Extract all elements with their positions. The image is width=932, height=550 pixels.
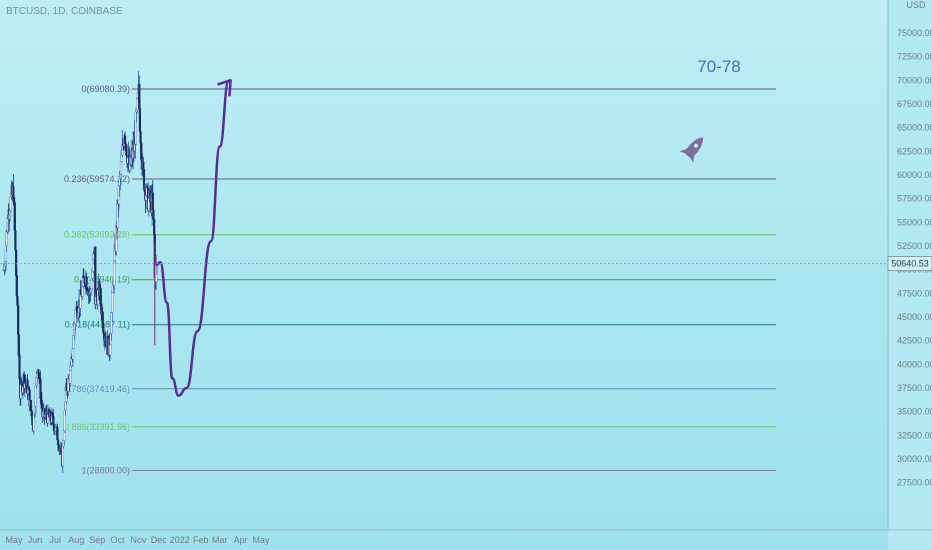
candle-body <box>34 385 37 407</box>
y-tick-label: 62500.00 <box>897 146 932 156</box>
candle-body <box>69 370 72 384</box>
y-tick-label: 57500.00 <box>897 194 932 204</box>
candle-body <box>13 202 16 231</box>
fib-level-label: 0.236(59574.22) <box>64 174 130 184</box>
y-tick-label: 52500.00 <box>897 241 932 251</box>
x-tick-label: Sep <box>89 535 105 545</box>
candle-body <box>109 344 112 356</box>
y-tick-label: 72500.00 <box>897 52 932 62</box>
symbol-title: BTCUSD, 1D, COINBASE <box>6 6 123 17</box>
candle-body <box>151 192 154 211</box>
x-tick-label: Apr <box>234 535 248 545</box>
fib-level-label: 0.618(44187.11) <box>65 320 130 330</box>
fib-level-label: 0.382(53693.28) <box>64 230 130 240</box>
fib-level-label: 0.886(33391.96) <box>64 422 130 432</box>
y-tick-label: 60000.00 <box>897 170 932 180</box>
candle-body <box>61 446 64 467</box>
rocket-body <box>684 137 704 159</box>
candle-body <box>119 161 123 175</box>
rocket-window <box>693 143 698 148</box>
x-tick-label: Mar <box>212 535 228 545</box>
price-axis-panel <box>888 0 932 550</box>
x-tick-label: Dec <box>151 535 168 545</box>
y-tick-label: 47500.00 <box>897 288 932 298</box>
candle-body <box>71 348 75 360</box>
y-tick-label: 42500.00 <box>897 336 932 346</box>
y-tick-label: 45000.00 <box>897 312 932 322</box>
x-tick-label: Feb <box>193 535 209 545</box>
x-tick-label: Aug <box>68 535 84 545</box>
y-tick-label: 27500.00 <box>897 478 932 488</box>
candle-body <box>111 292 114 313</box>
y-tick-label: 65000.00 <box>897 123 932 133</box>
y-tick-label: 35000.00 <box>897 407 932 417</box>
rocket-fins <box>679 148 695 163</box>
fib-level-label: 1(28800.00) <box>81 465 130 475</box>
candle-body <box>29 400 33 411</box>
x-tick-label: 2022 <box>170 535 190 545</box>
y-tick-label: 40000.00 <box>897 359 932 369</box>
x-tick-label: May <box>5 535 23 545</box>
fib-level-label: 0.5(48940.19) <box>74 275 130 285</box>
projection-path <box>155 79 230 397</box>
x-tick-label: Oct <box>111 535 126 545</box>
x-tick-label: May <box>252 535 270 545</box>
candle-body <box>113 260 116 286</box>
fib-level-label: 0(69080.39) <box>81 84 130 94</box>
target-annotation: 70-78 <box>697 57 740 76</box>
y-tick-label: 30000.00 <box>897 454 932 464</box>
candle-body <box>85 276 88 290</box>
y-tick-label: 37500.00 <box>897 383 932 393</box>
rocket-icon <box>679 137 704 163</box>
arrow-head <box>217 78 232 97</box>
y-tick-label: 75000.00 <box>897 28 932 38</box>
currency-label: USD <box>906 0 926 10</box>
y-tick-label: 32500.00 <box>897 430 932 440</box>
y-tick-label: 67500.00 <box>897 99 932 109</box>
y-tick-label: 55000.00 <box>897 217 932 227</box>
y-tick-label: 70000.00 <box>897 75 932 85</box>
x-tick-label: Nov <box>130 535 147 545</box>
current-price-label: 50640.53 <box>891 259 929 269</box>
candle-body <box>27 387 31 391</box>
fib-level-label: 0.786(37419.46) <box>64 384 130 394</box>
candle-body <box>14 230 17 251</box>
x-tick-label: Jun <box>28 535 43 545</box>
x-tick-label: Jul <box>50 535 62 545</box>
current-price-box <box>887 256 932 272</box>
